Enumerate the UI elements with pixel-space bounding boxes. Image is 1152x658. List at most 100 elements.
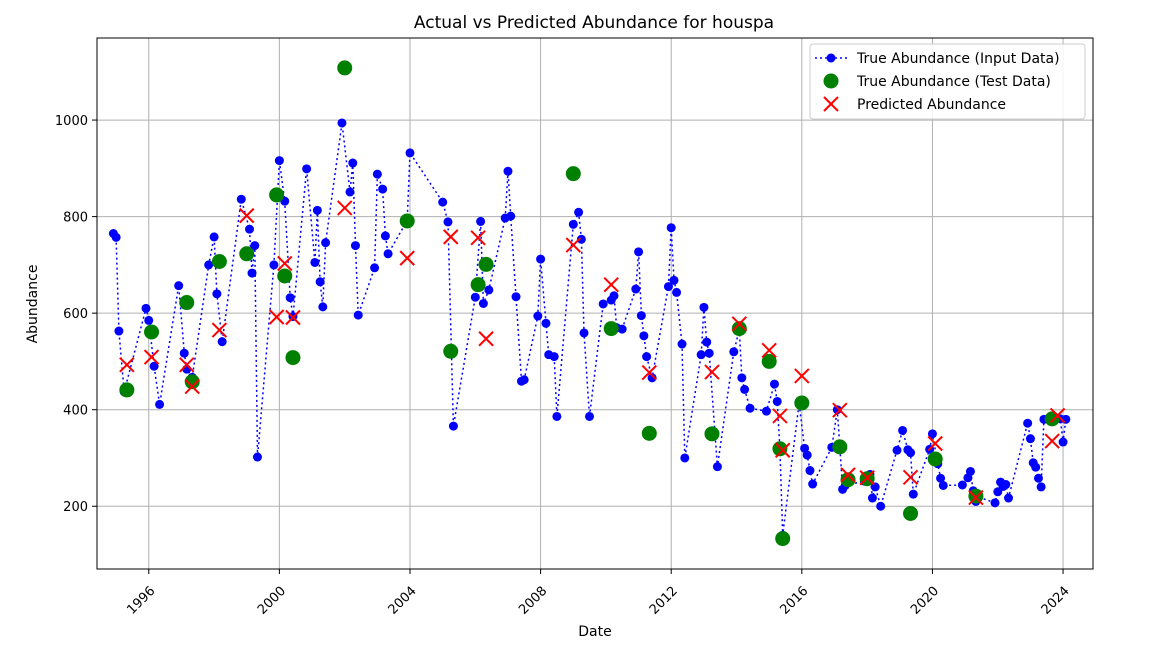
test-data-point [903, 505, 919, 521]
input-data-point [927, 429, 937, 439]
input-data-point [470, 292, 480, 302]
input-data-point [155, 399, 165, 409]
input-data-point [536, 254, 546, 264]
input-data-point [372, 169, 382, 179]
predicted-point [832, 402, 848, 418]
input-data-point [669, 275, 679, 285]
input-data-point [217, 337, 227, 347]
input-data-point [642, 352, 652, 362]
input-data-point [677, 339, 687, 349]
input-data-point [647, 373, 657, 383]
predicted-point [761, 342, 777, 359]
input-data-point [236, 194, 246, 204]
predicted-point [337, 200, 353, 216]
input-data-point [549, 352, 559, 362]
input-data-point [149, 361, 159, 371]
input-data-point [740, 384, 750, 394]
input-data-point [585, 411, 595, 421]
test-data-point [470, 277, 486, 293]
input-data-point [312, 205, 322, 215]
input-data-point [250, 241, 260, 251]
test-data-point [285, 350, 301, 366]
input-data-point [957, 480, 967, 490]
input-data-point [639, 331, 649, 341]
input-data-point [696, 350, 706, 360]
input-data-point [405, 148, 415, 158]
input-data-point [699, 302, 709, 312]
test-data-point [641, 425, 657, 441]
axis-ticks: 1996 2000 2004 2008 2012 2016 2020 2024 200 400 60… [55, 114, 1073, 618]
input-data-point [990, 498, 1000, 508]
input-data-point [1036, 482, 1046, 492]
input-data-point [761, 406, 771, 416]
input-data-point [541, 318, 551, 328]
input-data-point [370, 263, 380, 273]
input-data-point [680, 453, 690, 463]
input-data-point [310, 257, 320, 267]
input-data-point [144, 315, 154, 325]
predicted-point [968, 489, 984, 506]
input-data-point [285, 293, 295, 303]
input-data-point [737, 373, 747, 383]
predicted-point [840, 467, 856, 483]
predicted-point [179, 357, 195, 373]
input-data-point [245, 224, 255, 234]
input-data-point [636, 311, 646, 321]
input-data-point [252, 452, 262, 462]
predicted-point [470, 230, 486, 246]
input-data-point [631, 284, 641, 294]
predicted-point [277, 255, 293, 272]
predicted-point [211, 322, 228, 338]
input-data-point [936, 473, 946, 483]
input-data-point [1025, 434, 1035, 444]
test-data-point [399, 213, 415, 229]
input-data-point [350, 241, 360, 251]
test-data-point [443, 343, 459, 359]
y-tick-label: 1000 [55, 114, 88, 129]
test-data-point [211, 254, 227, 270]
input-data-point [634, 247, 644, 257]
test-data-point [184, 374, 200, 390]
input-data-point [111, 232, 121, 242]
predicted-point [399, 250, 415, 266]
input-data-point [212, 289, 222, 299]
legend-box [809, 43, 1086, 120]
test-data-point [239, 246, 255, 262]
x-tick-label: 2004 [386, 584, 420, 618]
input-data-point [712, 462, 722, 472]
predicted-point [641, 364, 658, 381]
input-data-point [729, 347, 739, 357]
input-data-point [906, 448, 916, 458]
predicted-point [774, 442, 791, 458]
input-data-point [769, 379, 779, 389]
test-data-point [1044, 411, 1060, 427]
input-data-point [808, 479, 818, 489]
input-data-point [1001, 480, 1011, 490]
predicted-point [794, 368, 810, 384]
test-data-point [277, 268, 293, 284]
input-data-point [598, 299, 608, 309]
input-series-line [112, 122, 1067, 536]
test-data-point [119, 382, 135, 398]
input-data-point [832, 405, 842, 415]
input-data-point [666, 223, 676, 233]
input-data-point [908, 489, 918, 499]
predicted-point [1049, 407, 1066, 424]
input-data-point [506, 211, 516, 221]
predicted-point [184, 378, 200, 395]
input-data-point [533, 311, 543, 321]
input-data-point [318, 302, 328, 312]
grid [97, 38, 1093, 569]
input-data-point [965, 466, 975, 476]
input-data-point [1023, 418, 1033, 428]
input-data-point [617, 324, 627, 334]
x-tick-label: 2016 [777, 584, 811, 618]
input-data-point [1031, 462, 1041, 472]
legend: True Abundance (Input Data) True Abundan… [809, 43, 1086, 120]
y-tick-label: 600 [63, 307, 88, 322]
input-data-point [702, 337, 712, 347]
input-data-point [476, 216, 486, 226]
test-data-point [337, 60, 353, 76]
input-data-point [745, 403, 755, 413]
